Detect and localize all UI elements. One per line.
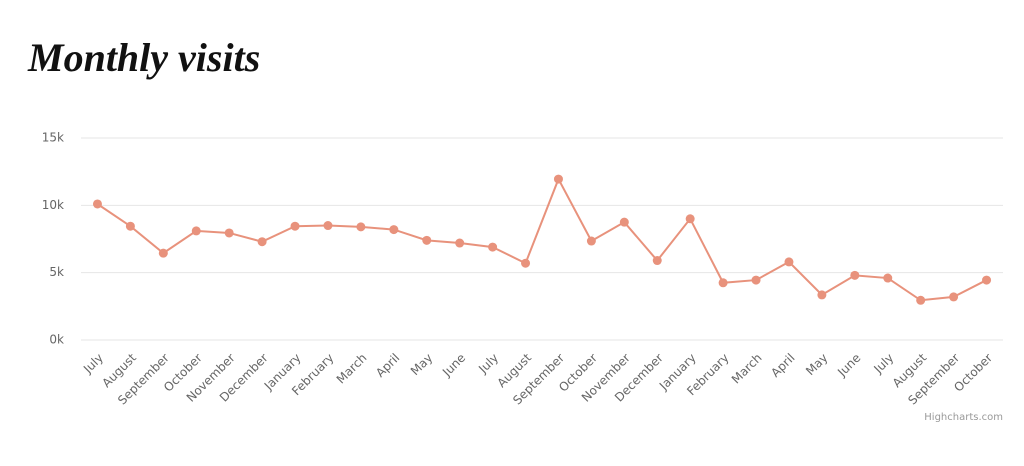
credit[interactable]: Highcharts.com (924, 412, 1003, 423)
point (982, 275, 992, 285)
x-tick-label: July (475, 351, 501, 377)
x-tick-label: April (768, 351, 797, 380)
x-tick-label: June (834, 351, 863, 380)
point (685, 214, 695, 224)
x-tick-label: June (439, 351, 468, 380)
point (191, 226, 201, 236)
x-tick-label: May (803, 351, 830, 378)
point (553, 174, 563, 184)
point (125, 221, 135, 231)
x-tick-label: July (80, 351, 106, 377)
point (422, 235, 432, 245)
point (224, 228, 234, 238)
point (916, 295, 926, 305)
point (784, 257, 794, 267)
x-tick-label: May (408, 351, 435, 378)
point (257, 237, 267, 247)
y-tick-label: 0k (49, 333, 64, 347)
point (521, 258, 531, 268)
point (92, 199, 102, 209)
point (158, 248, 168, 258)
x-tick-label: March (334, 351, 370, 387)
point (652, 256, 662, 266)
point (586, 236, 596, 246)
point (488, 242, 498, 252)
x-tick-label: March (729, 351, 765, 387)
y-tick-label: 5k (49, 265, 64, 279)
point (850, 270, 860, 280)
point (949, 292, 959, 302)
x-tick-label: July (870, 351, 896, 377)
point (883, 273, 893, 283)
y-tick-label: 10k (42, 198, 64, 212)
x-tick-label: April (373, 351, 402, 380)
point (751, 275, 761, 285)
chart-title: Monthly visits (27, 35, 260, 80)
point (455, 238, 465, 248)
point (356, 222, 366, 232)
point (323, 221, 333, 231)
line (96, 176, 987, 302)
point (290, 221, 300, 231)
point (817, 290, 827, 300)
point (619, 217, 629, 227)
point (389, 225, 399, 235)
point (718, 278, 728, 288)
y-tick-label: 15k (42, 131, 64, 145)
